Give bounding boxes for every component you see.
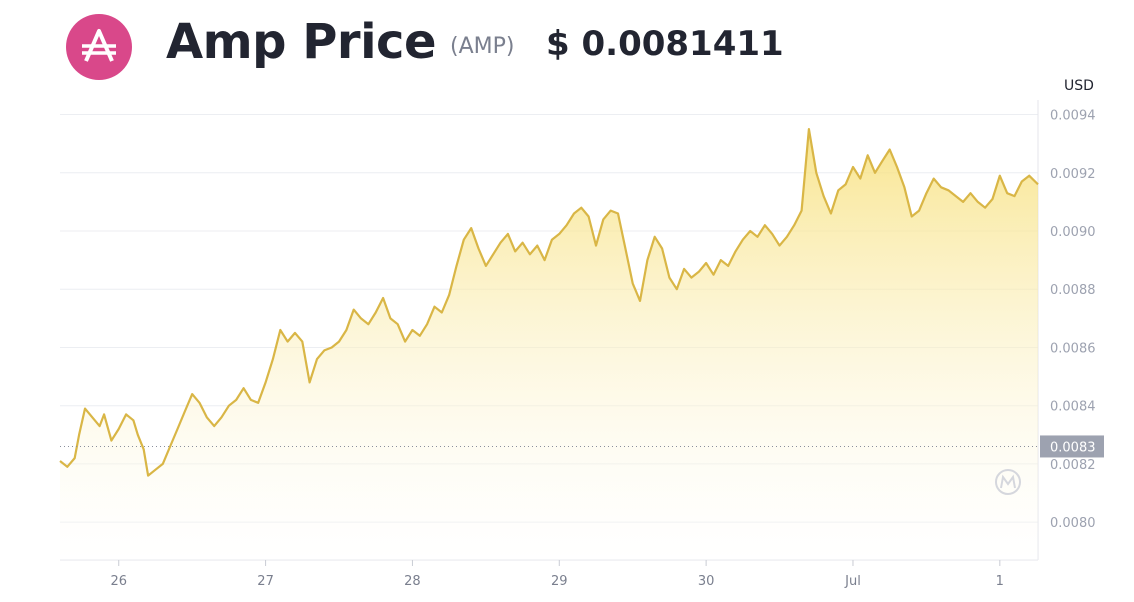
x-tick-label: Jul xyxy=(844,574,861,589)
last-price-tag: 0.0083 xyxy=(1040,435,1104,458)
watermark-icon xyxy=(995,469,1021,495)
y-tick-label: 0.0080 xyxy=(1050,516,1096,531)
last-price-tag-label: 0.0083 xyxy=(1050,440,1096,455)
page-title: Amp Price xyxy=(166,14,437,70)
x-tick-label: 1 xyxy=(996,574,1004,589)
x-tick-label: 26 xyxy=(110,574,127,589)
y-tick-label: 0.0092 xyxy=(1050,167,1096,182)
ticker-symbol: (AMP) xyxy=(450,34,515,59)
x-tick-label: 28 xyxy=(404,574,421,589)
y-tick-label: 0.0090 xyxy=(1050,225,1096,240)
currency-unit-label: USD xyxy=(1064,78,1094,94)
y-tick-label: 0.0084 xyxy=(1050,400,1096,415)
y-tick-label: 0.0094 xyxy=(1050,109,1096,124)
y-tick-label: 0.0086 xyxy=(1050,341,1096,356)
x-tick-label: 30 xyxy=(698,574,715,589)
y-tick-label: 0.0082 xyxy=(1050,458,1096,473)
y-tick-label: 0.0088 xyxy=(1050,283,1096,298)
x-tick-label: 27 xyxy=(257,574,274,589)
price-series-line xyxy=(59,128,1039,477)
x-tick-label: 29 xyxy=(551,574,568,589)
amp-logo-icon xyxy=(66,14,132,80)
current-price: $ 0.0081411 xyxy=(546,24,784,64)
price-area-fill xyxy=(60,129,1038,560)
